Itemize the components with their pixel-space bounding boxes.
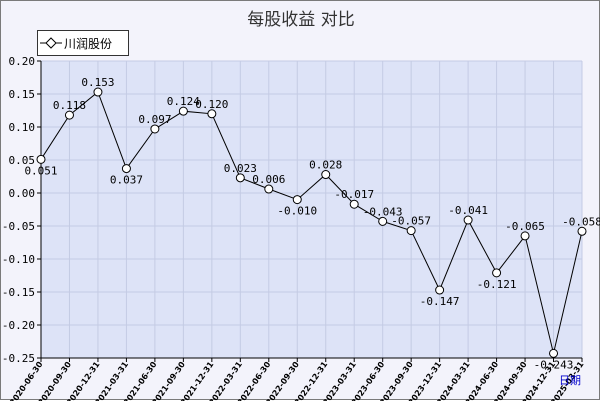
plot-area: [41, 61, 582, 358]
series-line: [40, 91, 583, 354]
data-point: [36, 154, 46, 164]
data-label: -0.058: [562, 215, 600, 228]
data-point: [435, 285, 445, 295]
data-label: -0.017: [334, 188, 374, 201]
data-point: [64, 110, 74, 120]
data-label: -0.065: [505, 220, 545, 233]
y-tick-label: 0.00: [9, 187, 36, 200]
y-tick-label: 0.05: [9, 154, 36, 167]
axes: [37, 60, 583, 362]
data-point: [406, 226, 416, 236]
data-label: 0.097: [138, 113, 171, 126]
data-label: 0.153: [81, 76, 114, 89]
legend-marker-icon: [40, 37, 62, 49]
data-point: [321, 170, 331, 180]
data-label: -0.147: [420, 295, 460, 308]
data-point: [492, 268, 502, 278]
x-tick-group: 2020-06-302020-09-302020-12-312021-03-31…: [8, 360, 586, 401]
data-label: -0.010: [277, 205, 317, 218]
y-tick-label: -0.15: [2, 286, 35, 299]
data-label: 0.037: [110, 174, 143, 187]
data-point: [577, 226, 587, 236]
data-point: [178, 106, 188, 116]
legend: 川润股份: [37, 30, 129, 56]
data-point: [549, 348, 559, 358]
y-tick-label: 0.15: [9, 88, 36, 101]
data-point: [93, 87, 103, 97]
chart-title: 每股收益 对比: [247, 10, 355, 30]
data-point: [349, 199, 359, 209]
y-tick-label: 0.20: [9, 55, 36, 68]
data-point: [264, 184, 274, 194]
data-label: -0.041: [448, 204, 488, 217]
data-point: [121, 164, 131, 174]
data-label: 0.028: [309, 159, 342, 172]
data-point: [235, 173, 245, 183]
plot-background: [41, 61, 582, 358]
data-point: [378, 216, 388, 226]
data-label: -0.043: [363, 205, 403, 218]
data-label: -0.121: [477, 278, 517, 291]
data-point: [150, 124, 160, 134]
data-label: 0.006: [252, 173, 285, 186]
data-label: -0.243: [534, 358, 574, 371]
legend-label: 川润股份: [64, 37, 113, 51]
data-point: [292, 195, 302, 205]
y-tick-label: -0.05: [2, 220, 35, 233]
data-label: 0.051: [24, 164, 57, 177]
data-label: -0.057: [391, 215, 431, 228]
data-point: [463, 215, 473, 225]
y-tick-label: -0.10: [2, 253, 35, 266]
y-tick-label: -0.20: [2, 319, 35, 332]
x-tick-label: 2020-06-30: [8, 360, 45, 401]
data-label: 0.023: [224, 162, 257, 175]
data-label: 0.118: [53, 99, 86, 112]
y-tick-label: -0.25: [2, 352, 35, 365]
marker-group: [36, 87, 587, 358]
series-line-group: [40, 91, 583, 354]
data-point: [520, 231, 530, 241]
data-point: [207, 109, 217, 119]
data-label: 0.120: [195, 98, 228, 111]
y-tick-label: 0.10: [9, 121, 36, 134]
x-axis-label: 日期: [559, 374, 581, 387]
data-label: 0.124: [167, 95, 200, 108]
y-tick-group: 0.20 0.15 0.10 0.05 0.00 -0.05 -0.10 -0.15 -0.20…: [2, 55, 35, 365]
